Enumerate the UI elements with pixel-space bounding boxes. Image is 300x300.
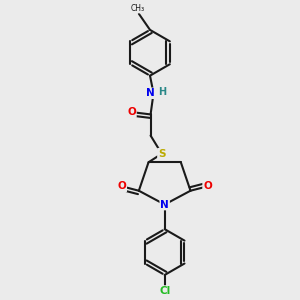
Text: Cl: Cl xyxy=(159,286,170,296)
Text: CH₃: CH₃ xyxy=(130,4,144,13)
Text: N: N xyxy=(146,88,154,98)
Text: N: N xyxy=(160,200,169,209)
Text: H: H xyxy=(158,87,166,97)
Text: O: O xyxy=(117,181,126,191)
Text: O: O xyxy=(203,181,212,191)
Text: S: S xyxy=(158,149,166,159)
Text: O: O xyxy=(127,107,136,117)
